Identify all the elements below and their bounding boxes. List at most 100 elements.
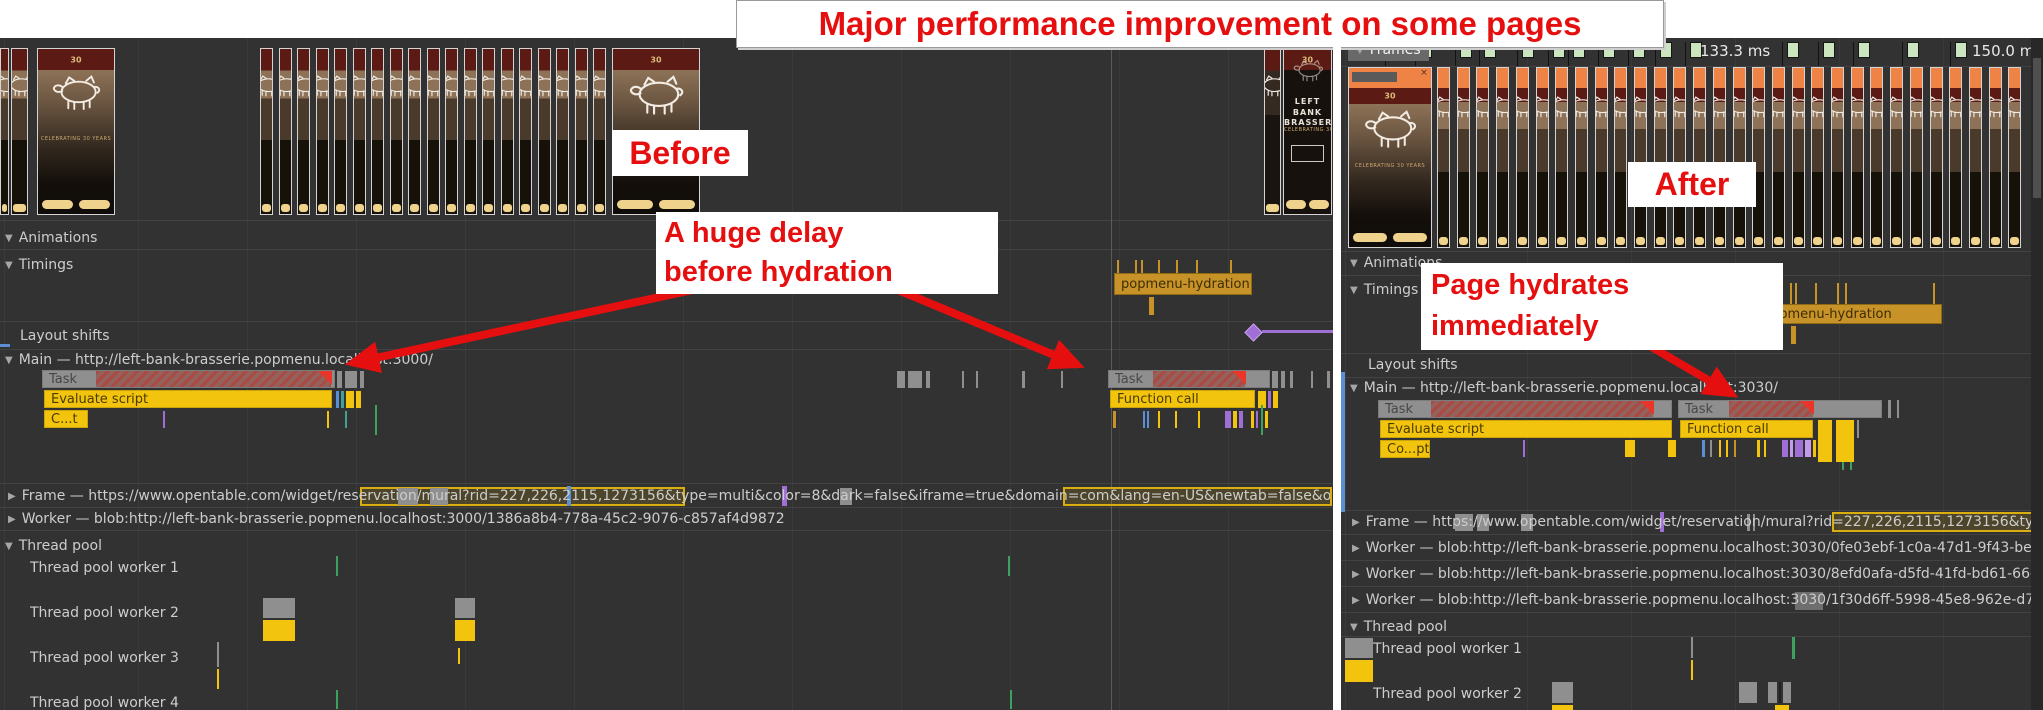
- flame-block[interactable]: [1726, 440, 1728, 457]
- flame-block[interactable]: [1691, 660, 1693, 680]
- flame-block[interactable]: [1764, 440, 1766, 457]
- track-thread-pool-worker-2[interactable]: Thread pool worker 2: [30, 605, 179, 621]
- flame-block[interactable]: [1782, 440, 1788, 457]
- flame-block[interactable]: [1790, 440, 1793, 457]
- filmstrip-thumbnail[interactable]: [1476, 67, 1490, 248]
- task-bar[interactable]: Task: [1378, 400, 1672, 418]
- flame-block[interactable]: [962, 371, 964, 388]
- filmstrip-thumbnail[interactable]: [371, 48, 384, 215]
- filmstrip-thumbnail[interactable]: [1870, 67, 1884, 248]
- flame-block[interactable]: [1261, 405, 1263, 435]
- track-layout-shifts-right[interactable]: Layout shifts: [1368, 357, 1458, 373]
- flame-block[interactable]: [1734, 440, 1736, 457]
- flame-block[interactable]: [1272, 371, 1278, 388]
- filmstrip-thumbnail[interactable]: [1496, 67, 1510, 248]
- filmstrip-thumbnail[interactable]: [593, 48, 606, 215]
- scrollbar[interactable]: [2031, 38, 2043, 710]
- filmstrip-thumbnail[interactable]: [1791, 67, 1805, 248]
- track-worker-3-right[interactable]: ▶ Worker — blob:http://left-bank-brasseri…: [1352, 590, 2031, 610]
- track-frame-right[interactable]: ▶ Frame — https://www.opentable.com/widge…: [1352, 512, 2031, 532]
- flame-block[interactable]: [1225, 411, 1231, 428]
- filmstrip-thumbnail[interactable]: [1831, 67, 1844, 248]
- track-thread-pool-right[interactable]: ▼ Thread pool: [1350, 617, 2030, 637]
- flame-block[interactable]: [1327, 371, 1330, 388]
- track-thread-pool-worker-3[interactable]: Thread pool worker 3: [30, 650, 179, 666]
- filmstrip-thumbnail[interactable]: [1909, 67, 1923, 248]
- task-bar[interactable]: Task: [1678, 400, 1882, 418]
- track-thread-pool-worker-4[interactable]: Thread pool worker 4: [30, 695, 179, 710]
- filmstrip-thumbnail[interactable]: [1264, 48, 1281, 215]
- task-bar[interactable]: Task: [42, 370, 335, 388]
- track-worker[interactable]: ▶ Worker — blob:http://left-bank-brasseri…: [8, 509, 1330, 529]
- flame-block[interactable]: [1625, 440, 1635, 457]
- flame-block[interactable]: [1113, 411, 1116, 428]
- filmstrip-thumbnail[interactable]: [1456, 67, 1470, 248]
- filmstrip-thumbnail[interactable]: [1594, 67, 1608, 248]
- flame-block[interactable]: [1818, 420, 1832, 462]
- flame-block[interactable]: [346, 391, 354, 408]
- filmstrip-thumbnail[interactable]: [1693, 67, 1707, 248]
- flame-block[interactable]: [1775, 705, 1789, 710]
- flame-block[interactable]: [0, 344, 10, 347]
- filmstrip-thumbnail[interactable]: [278, 48, 292, 215]
- frame-duration-bar[interactable]: [1902, 42, 1919, 66]
- frame-duration-bar[interactable]: [1950, 42, 1967, 66]
- flame-block[interactable]: [1791, 326, 1796, 344]
- flame-block[interactable]: [1022, 371, 1025, 388]
- flame-block[interactable]: [327, 411, 329, 428]
- filmstrip-thumbnail[interactable]: [1771, 67, 1785, 248]
- filmstrip-thumbnail[interactable]: [1653, 67, 1667, 248]
- filmstrip-thumbnail[interactable]: [1574, 67, 1588, 248]
- filmstrip-thumbnail[interactable]: [408, 48, 421, 215]
- filmstrip-thumbnail[interactable]: [1673, 67, 1687, 248]
- filmstrip-thumbnail[interactable]: [574, 48, 588, 215]
- flame-block[interactable]: [1311, 371, 1313, 388]
- flame-block[interactable]: [356, 391, 361, 408]
- filmstrip-thumbnail[interactable]: [1515, 67, 1529, 248]
- frame-duration-bar[interactable]: [1853, 42, 1870, 66]
- flame-block[interactable]: [1668, 440, 1676, 457]
- flame-block[interactable]: [908, 371, 922, 388]
- flame-block[interactable]: [360, 371, 364, 388]
- flame-block[interactable]: [1813, 440, 1816, 457]
- filmstrip-thumbnail[interactable]: × 30 CELEBRATING 30 YEARS: [1348, 67, 1432, 248]
- filmstrip-thumbnail[interactable]: [1614, 67, 1628, 248]
- filmstrip-thumbnail[interactable]: [500, 48, 514, 215]
- filmstrip-thumbnail[interactable]: [260, 48, 273, 215]
- flame-block[interactable]: [1061, 371, 1063, 388]
- track-timings[interactable]: ▼ Timings: [5, 255, 1305, 275]
- filmstrip-thumbnail[interactable]: [537, 48, 551, 215]
- flame-block[interactable]: [897, 371, 905, 388]
- task-bar[interactable]: Task: [1108, 370, 1270, 388]
- flame-block[interactable]: [1897, 400, 1899, 418]
- flame-block[interactable]: [1268, 391, 1271, 408]
- filmstrip-thumbnail[interactable]: [1712, 67, 1726, 248]
- flame-block[interactable]: [1147, 411, 1149, 428]
- flame-block[interactable]: [345, 371, 357, 388]
- flame-block[interactable]: [1805, 440, 1811, 457]
- frame-duration-bar[interactable]: [1818, 42, 1835, 66]
- filmstrip-thumbnail[interactable]: [556, 48, 569, 215]
- filmstrip-thumbnail[interactable]: [1732, 67, 1746, 248]
- compile-bar[interactable]: Co...pt: [1380, 440, 1430, 458]
- flame-block[interactable]: [217, 669, 219, 689]
- track-main-right[interactable]: ▼ Main — http://left-bank-brasserie.popme…: [1350, 378, 2030, 398]
- filmstrip-thumbnail[interactable]: [1850, 67, 1864, 248]
- filmstrip-thumbnail[interactable]: [1929, 67, 1943, 248]
- filmstrip-thumbnail[interactable]: [1752, 67, 1766, 248]
- flame-block[interactable]: [1857, 420, 1859, 438]
- filmstrip-thumbnail[interactable]: [445, 48, 458, 215]
- filmstrip-thumbnail[interactable]: [1437, 67, 1450, 248]
- function-call-bar[interactable]: Function call: [1680, 420, 1813, 438]
- flame-block[interactable]: [455, 620, 475, 641]
- flame-block[interactable]: [1158, 411, 1160, 428]
- flame-block[interactable]: [1795, 440, 1803, 457]
- flame-block[interactable]: [1175, 411, 1177, 428]
- filmstrip-thumbnail[interactable]: [389, 48, 403, 215]
- evaluate-script-bar[interactable]: Evaluate script: [1380, 420, 1672, 438]
- flame-block[interactable]: [375, 405, 377, 435]
- flame-block[interactable]: [1345, 660, 1373, 682]
- filmstrip-thumbnail[interactable]: [1811, 67, 1825, 248]
